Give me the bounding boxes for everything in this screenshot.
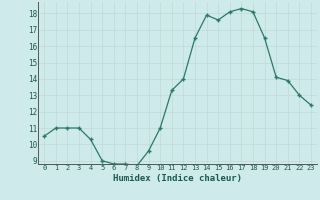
X-axis label: Humidex (Indice chaleur): Humidex (Indice chaleur) xyxy=(113,174,242,183)
